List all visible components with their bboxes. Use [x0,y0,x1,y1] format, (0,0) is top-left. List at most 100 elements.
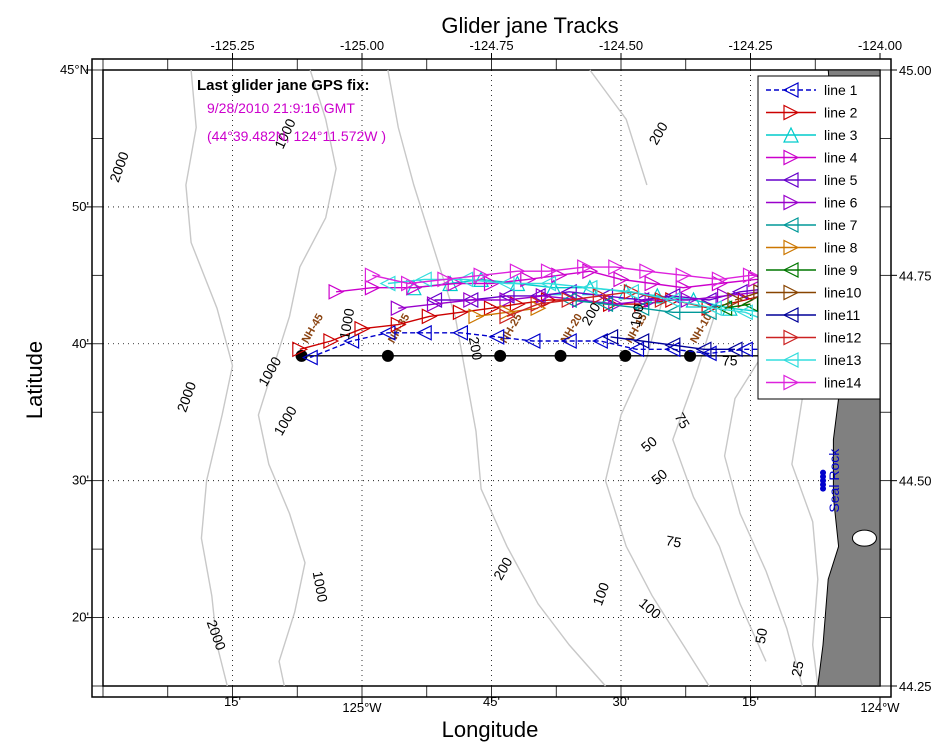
track-marker [597,296,614,313]
track-marker [483,275,500,292]
track-marker [415,271,432,288]
track-marker [488,328,505,345]
contour-label: 200 [645,119,671,147]
track-marker [711,271,728,288]
series-line [610,336,735,350]
track-marker [509,296,526,313]
track-marker [499,292,516,308]
legend-label: line 8 [824,240,858,256]
frame-band-top [620,58,687,71]
frame-band-right [879,69,892,139]
track-marker [664,292,681,308]
contour-line-100 [604,299,710,687]
track-marker [597,287,614,304]
right-tick-label: 44.75 [899,268,932,283]
track-marker [379,324,396,341]
contour-label: 100 [627,302,647,328]
contour-label: 50 [752,627,770,645]
track-marker [783,374,800,391]
contour-line-75 [672,316,767,662]
contour-line-25 [791,398,819,687]
track-marker [726,341,743,358]
track-marker [524,333,541,349]
track-marker [633,300,650,317]
contour-label: 1000 [255,354,285,389]
station-dot [494,349,507,362]
track-marker [664,304,681,321]
legend-label: line14 [824,375,862,391]
track-marker [473,267,490,284]
track-marker [591,333,608,349]
track-marker [530,296,547,313]
gps-fix-position: (44°39.482N, 124°11.572W ) [207,128,386,144]
track-marker [452,304,469,321]
frame-band-top [491,58,557,71]
legend-label: line 6 [824,195,858,211]
track-marker [561,292,578,308]
track-marker [602,328,619,345]
station-label: NH-45 [300,312,326,346]
legend-label: line 7 [824,217,858,233]
frame-band-top [750,58,816,71]
track-marker [364,267,381,284]
frame-band-bottom [102,685,169,698]
gps-fix-title: Last glider jane GPS fix: [197,77,370,94]
legend-label: line11 [824,307,861,323]
right-tick-label: 44.25 [899,679,932,694]
track-marker [364,279,381,296]
track-marker [628,341,645,358]
contour-label: 100 [636,595,664,622]
track-marker [577,259,594,276]
left-tick-label: 45°N [60,62,89,77]
right-axis-ticks: 45.00 44.75 44.50 44.25 [891,63,932,694]
track-marker [301,349,318,366]
left-axis-ticks: 45°N 50' 40' 30' 20' [60,62,92,625]
track-marker [457,271,474,288]
track-marker [499,308,516,325]
track-marker [540,263,557,280]
legend-label: line 2 [824,105,858,121]
frame-band-bottom [361,685,428,698]
legend-label: line 9 [824,262,858,278]
track-marker [705,300,722,317]
bay-inlet [851,529,877,547]
track-marker [415,324,432,341]
track-marker [782,217,799,233]
track-marker [783,126,799,143]
track-marker [452,324,468,341]
contour-line-1000 [257,69,337,687]
track-marker [783,104,800,121]
track-marker [731,283,748,300]
legend-label: line12 [824,330,862,346]
track-marker [716,300,733,317]
track-marker [639,263,656,280]
track-marker [783,149,800,166]
seal-rock-marker [820,485,827,492]
bottom-tick-label: 124°W [860,700,900,715]
station-dot [554,349,567,362]
frame-band-bottom [491,685,557,698]
top-tick-label: -124.25 [728,38,772,53]
track-marker [390,300,407,317]
track-marker [736,304,753,321]
contour-label: 1000 [310,570,331,604]
frame-band-right [879,617,892,687]
top-tick-label: -125.25 [210,38,254,53]
track-marker [782,82,799,98]
track-marker [535,287,552,304]
top-axis-ticks: -125.25 -125.00 -124.75 -124.50 -124.25 -124.… [210,38,902,59]
track-marker [664,337,681,354]
track-marker [437,271,454,288]
track-marker [736,341,753,358]
frame-band-bottom [750,685,816,698]
bottom-tick-label: 125°W [342,700,382,715]
frame-band-top [361,58,428,71]
track-marker [551,267,568,284]
left-tick-label: 20' [72,610,89,625]
gps-fix-annotation: Last glider jane GPS fix: 9/28/2010 21:9… [197,77,386,144]
contour-label: 100 [589,580,612,608]
track-marker [675,267,692,284]
legend-label: line13 [824,352,862,368]
series-line1 [301,324,785,366]
